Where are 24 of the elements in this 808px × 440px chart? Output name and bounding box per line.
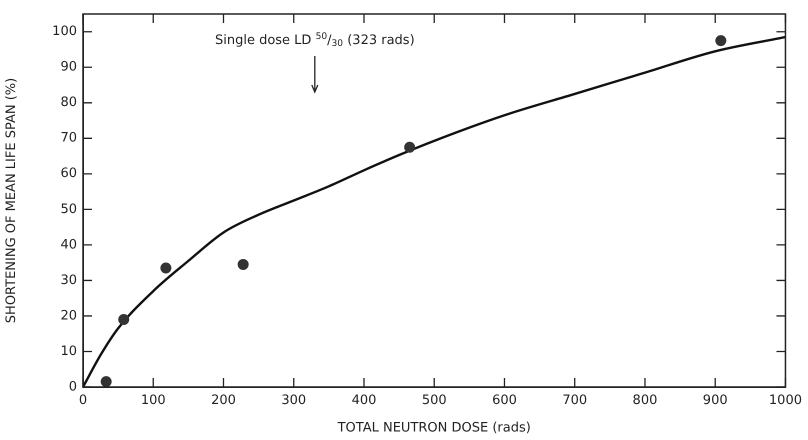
y-tick-label: 10 <box>60 344 77 359</box>
x-tick-label: 900 <box>702 393 728 408</box>
y-tick-label: 40 <box>60 237 77 252</box>
x-tick-label: 700 <box>562 393 588 408</box>
y-tick-label: 60 <box>60 166 77 182</box>
y-tick-label: 30 <box>60 272 77 288</box>
y-tick-label: 70 <box>60 130 77 146</box>
y-tick-label: 0 <box>68 379 77 394</box>
x-tick-label: 0 <box>78 393 88 408</box>
y-axis-title: SHORTENING OF MEAN LIFE SPAN (%) <box>4 78 20 324</box>
x-tick-label: 200 <box>211 393 236 408</box>
x-tick-label: 400 <box>352 393 376 408</box>
x-tick-label: 1000 <box>768 393 802 408</box>
x-tick-label: 800 <box>632 393 658 408</box>
x-tick-label: 600 <box>492 393 517 408</box>
x-tick-label: 300 <box>281 393 306 408</box>
y-tick-label: 20 <box>60 308 77 324</box>
y-tick-label: 50 <box>60 202 77 217</box>
x-tick-label: 500 <box>422 393 447 408</box>
y-tick-label: 100 <box>52 24 77 40</box>
x-axis-title: TOTAL NEUTRON DOSE (rads) <box>336 420 531 436</box>
y-tick-label: 80 <box>60 95 77 110</box>
x-tick-label: 100 <box>140 393 166 408</box>
y-tick-label: 90 <box>60 60 77 75</box>
